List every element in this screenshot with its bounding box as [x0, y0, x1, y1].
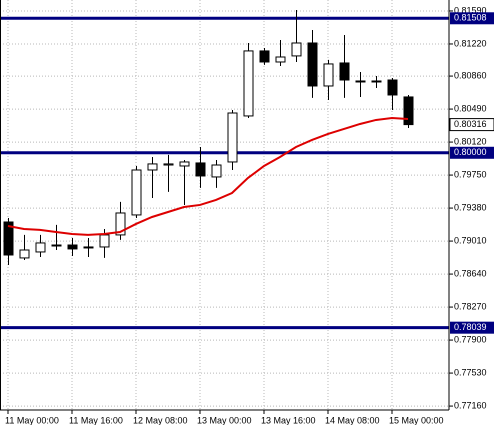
y-tick-label: 0.78270 [454, 301, 487, 311]
price-label-box [449, 118, 494, 132]
x-tick-label: 13 May 16:00 [261, 415, 316, 425]
candle-body [403, 96, 414, 126]
level-label: 0.80000 [454, 147, 487, 157]
level-label-box [450, 146, 494, 159]
y-tick-label: 0.80490 [454, 103, 487, 113]
candle-body [51, 244, 62, 247]
candle-body [115, 212, 126, 236]
x-tick-label: 13 May 00:00 [197, 415, 252, 425]
y-tick-label: 0.81220 [454, 38, 487, 48]
candle-body [291, 42, 302, 57]
candle-body [275, 56, 286, 63]
level-label: 0.78039 [454, 322, 487, 332]
x-tick-label: 12 May 08:00 [133, 415, 188, 425]
price-label: 0.80316 [454, 119, 487, 129]
x-tick-label: 15 May 00:00 [389, 415, 444, 425]
candle-body [19, 249, 30, 259]
y-tick-label: 0.80120 [454, 136, 487, 146]
candle-body [67, 244, 78, 250]
candle-body [227, 112, 238, 163]
level-label: 0.81508 [454, 13, 487, 23]
candle-body [195, 162, 206, 177]
candle-body [323, 63, 334, 87]
moving-average [7, 116, 409, 236]
candle-body [371, 80, 382, 83]
y-tick-label: 0.79010 [454, 235, 487, 245]
candle-body [163, 163, 174, 166]
candle-body [83, 246, 94, 249]
candle-body [179, 161, 190, 167]
level-label-box [450, 12, 494, 25]
candle-body [307, 42, 318, 87]
y-tick-label: 0.79380 [454, 202, 487, 212]
candle-body [99, 234, 110, 248]
candle-body [3, 221, 14, 256]
candle-body [131, 169, 142, 216]
x-tick-label: 11 May 00:00 [5, 415, 59, 425]
candle-body [243, 50, 254, 117]
level-label-box [450, 321, 494, 334]
x-tick-label: 11 May 16:00 [69, 415, 123, 425]
x-tick-label: 14 May 08:00 [325, 415, 380, 425]
candle-body [387, 79, 398, 96]
y-tick-label: 0.78640 [454, 268, 487, 278]
y-tick-label: 0.79750 [454, 169, 487, 179]
candle-body [211, 164, 222, 178]
candle-body [339, 62, 350, 81]
y-tick-label: 0.77530 [454, 367, 487, 377]
candle-body [355, 80, 366, 83]
y-tick-label: 0.80860 [454, 70, 487, 80]
candle-body [259, 50, 270, 63]
y-tick-label: 0.81590 [454, 5, 487, 15]
y-tick-label: 0.77900 [454, 334, 487, 344]
candle-body [35, 242, 46, 253]
candle-body [147, 163, 158, 171]
y-tick-label: 0.77160 [454, 400, 487, 410]
